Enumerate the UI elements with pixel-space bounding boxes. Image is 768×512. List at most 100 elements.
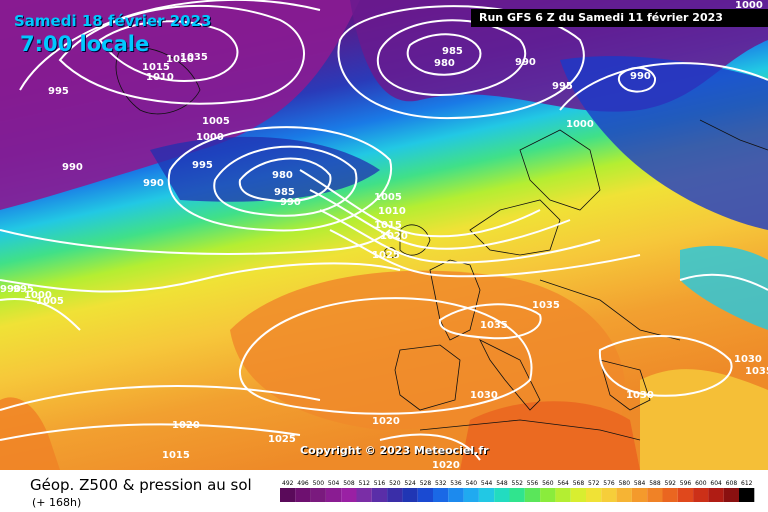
color-scale-legend: 492 496 500 504 508 512 516 520 524 528 532 536 540 5…	[280, 480, 755, 502]
legend-swatch-572	[586, 488, 602, 502]
parameter-title: Géop. Z500 & pression au sol	[30, 476, 252, 494]
iso-1015-nw-a: 1015	[142, 62, 170, 73]
isobar-1020-uk	[329, 229, 641, 278]
iso-1020-sw: 1020	[172, 420, 200, 431]
legend-swatch-512	[356, 488, 372, 502]
legend-tick-612: 612	[741, 480, 753, 487]
iso-990-nw: 990	[143, 178, 164, 189]
iso-1010-uk: 1010	[378, 206, 406, 217]
iso-1020-atl: 1020	[372, 416, 400, 427]
legend-swatch-596	[677, 488, 694, 502]
legend-swatch-592	[662, 488, 678, 502]
iso-1015-uk: 1015	[374, 220, 402, 231]
copyright-notice: Copyright © 2023 Meteociel.fr	[300, 444, 489, 457]
iso-1035-e: 1035	[745, 366, 768, 377]
uk-coast	[399, 224, 431, 256]
legend-tick-564: 564	[557, 480, 569, 487]
iso-985-low: 985	[274, 187, 295, 198]
map-canvas: 1035 1010 1015 1010 995 1005 1000 995 99…	[0, 0, 768, 470]
legend-swatch-588	[647, 488, 663, 502]
italy-coast	[479, 339, 541, 411]
iso-1005-n: 1005	[202, 116, 230, 127]
iso-1005-uk: 1005	[374, 192, 402, 203]
isobar-980-north	[406, 33, 482, 76]
iso-1035-de: 1035	[532, 300, 560, 311]
iso-1000-far-w: 1000	[24, 290, 52, 301]
greece-coast	[599, 359, 651, 411]
isobar-1020-atl	[0, 229, 391, 255]
iso-990-far-w: 990	[0, 284, 21, 295]
iso-1030-gr: 1030	[626, 390, 654, 401]
z500-ridge-se	[640, 369, 768, 470]
legend-swatch-492	[280, 488, 296, 502]
iso-990-low: 990	[280, 197, 301, 208]
isobar-1025-atl	[0, 262, 401, 293]
iso-1000-n: 1000	[196, 132, 224, 143]
iso-980-north: 980	[434, 58, 455, 69]
legend-tick-600: 600	[695, 480, 707, 487]
isobar-980-low	[238, 157, 332, 203]
legend-swatch-548	[494, 488, 510, 502]
legend-swatch-564	[555, 488, 571, 502]
isobar-1000-ne	[559, 62, 768, 111]
iso-990-ne: 990	[630, 71, 651, 82]
isobar-labels: 1035 1010 1015 1010 995 1005 1000 995 99…	[0, 46, 768, 470]
iso-995-ne: 995	[552, 81, 573, 92]
legend-tick-592: 592	[665, 480, 677, 487]
legend-tick-584: 584	[634, 480, 646, 487]
iso-1035-fr: 1035	[480, 320, 508, 331]
isobar-1020-nw	[58, 4, 305, 105]
z500-band-east	[680, 245, 768, 330]
map-footer: Géop. Z500 & pression au sol (+ 168h) 49…	[0, 470, 768, 512]
z500-low-region-nw	[0, 0, 360, 210]
legend-tick-580: 580	[619, 480, 631, 487]
iso-1020-s: 1020	[432, 460, 460, 470]
scandinavia-coast	[519, 129, 601, 211]
legend-swatch-608	[723, 488, 739, 502]
iso-1030-e: 1030	[734, 354, 762, 365]
legend-tick-588: 588	[649, 480, 661, 487]
legend-tick-544: 544	[481, 480, 493, 487]
russia-coast	[699, 119, 768, 151]
lead-time: (+ 168h)	[32, 496, 82, 509]
isobar-990-north	[376, 19, 527, 97]
legend-tick-568: 568	[573, 480, 585, 487]
isobar-1005-uk	[299, 169, 541, 238]
isobar-1005-far-w	[0, 298, 81, 331]
z500-trough-ne	[560, 56, 768, 230]
forecast-time: 7:00 locale	[20, 32, 150, 56]
forecast-date: Samedi 18 février 2023	[14, 12, 212, 30]
isobar-1030-e	[679, 273, 768, 291]
legend-swatch-532	[433, 488, 449, 502]
iso-1010-nw-b: 1010	[146, 72, 174, 83]
iso-990-w: 990	[62, 162, 83, 173]
legend-swatch-580	[616, 488, 632, 502]
isobar-1020-sw	[0, 385, 321, 411]
isobar-lines	[0, 0, 768, 460]
legend-tick-532: 532	[435, 480, 447, 487]
legend-swatch-560	[540, 488, 556, 502]
iso-1025-uk: 1025	[372, 250, 400, 261]
legend-tick-512: 512	[359, 480, 371, 487]
legend-tick-504: 504	[328, 480, 340, 487]
legend-swatch-536	[448, 488, 464, 502]
legend-swatch-544	[478, 488, 495, 502]
scandinavia-south-coast	[469, 199, 561, 256]
top-right-isobar-label: 1000	[735, 0, 763, 11]
legend-tick-572: 572	[588, 480, 600, 487]
legend-tick-516: 516	[374, 480, 386, 487]
iso-1020-uk: 1020	[380, 231, 408, 242]
iso-995-n: 995	[192, 160, 213, 171]
legend-tick-520: 520	[389, 480, 401, 487]
legend-tick-496: 496	[297, 480, 309, 487]
z500-ridge-europe	[230, 270, 626, 430]
legend-swatch-508	[341, 488, 357, 502]
legend-swatch-576	[601, 488, 617, 502]
north-africa-coast	[419, 419, 641, 441]
iso-995-far-w: 995	[13, 284, 34, 295]
legend-swatch-500	[310, 488, 326, 502]
isobar-1020-s	[379, 433, 481, 461]
iso-1025-sw: 1025	[268, 434, 296, 445]
legend-swatch-520	[387, 488, 403, 502]
